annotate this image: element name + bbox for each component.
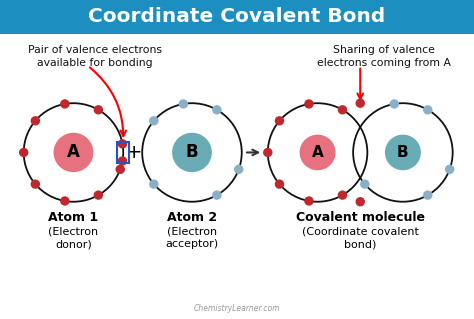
Text: A: A: [312, 145, 323, 160]
Bar: [117, 142, 129, 163]
Circle shape: [60, 196, 70, 206]
Circle shape: [337, 190, 347, 200]
FancyBboxPatch shape: [0, 0, 474, 34]
Circle shape: [385, 135, 421, 170]
Circle shape: [423, 190, 432, 200]
Circle shape: [118, 156, 127, 166]
Circle shape: [31, 116, 40, 125]
Circle shape: [234, 165, 244, 174]
Circle shape: [304, 196, 314, 206]
Circle shape: [275, 116, 284, 125]
Text: +: +: [126, 143, 142, 162]
Circle shape: [19, 148, 28, 157]
Circle shape: [275, 179, 284, 189]
Circle shape: [304, 99, 314, 109]
Circle shape: [172, 133, 212, 172]
Text: (Electron
acceptor): (Electron acceptor): [165, 226, 219, 249]
Text: (Electron
donor): (Electron donor): [48, 226, 99, 249]
Circle shape: [337, 105, 347, 115]
Circle shape: [300, 135, 336, 170]
Circle shape: [263, 148, 273, 157]
Circle shape: [118, 139, 127, 149]
Circle shape: [356, 99, 365, 108]
Text: Atom 2: Atom 2: [167, 211, 217, 224]
Text: B: B: [397, 145, 409, 160]
Text: Coordinate Covalent Bond: Coordinate Covalent Bond: [88, 7, 386, 26]
Circle shape: [149, 179, 159, 189]
Text: Covalent molecule: Covalent molecule: [296, 211, 425, 224]
Circle shape: [94, 190, 103, 200]
Circle shape: [31, 179, 40, 189]
Circle shape: [423, 105, 432, 115]
Circle shape: [212, 190, 222, 200]
Circle shape: [360, 179, 370, 189]
Circle shape: [356, 197, 365, 206]
Circle shape: [60, 99, 70, 109]
Text: (Coordinate covalent
bond): (Coordinate covalent bond): [302, 226, 419, 249]
Circle shape: [54, 133, 93, 172]
Circle shape: [179, 99, 188, 109]
Circle shape: [149, 116, 159, 125]
Text: Pair of valence electrons
available for bonding: Pair of valence electrons available for …: [28, 45, 162, 68]
Circle shape: [116, 165, 125, 174]
Circle shape: [390, 99, 399, 109]
Text: B: B: [186, 144, 198, 161]
Circle shape: [445, 165, 455, 174]
Circle shape: [94, 105, 103, 115]
Text: Sharing of valence
electrons coming from A: Sharing of valence electrons coming from…: [317, 45, 451, 68]
Text: A: A: [67, 144, 80, 161]
Text: Atom 1: Atom 1: [48, 211, 99, 224]
Circle shape: [212, 105, 222, 115]
Text: ChemistryLearner.com: ChemistryLearner.com: [194, 304, 280, 313]
